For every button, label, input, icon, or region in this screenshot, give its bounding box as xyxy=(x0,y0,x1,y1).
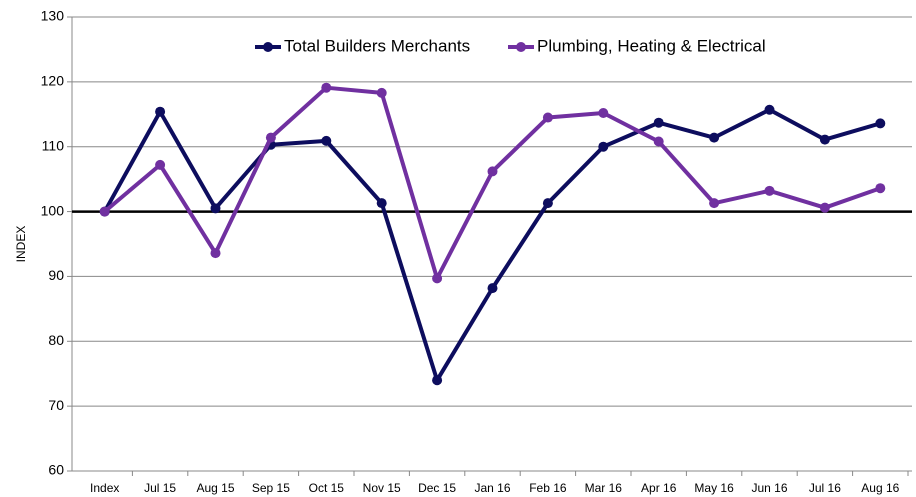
data-point xyxy=(155,106,166,117)
x-tick-label: Jun 16 xyxy=(751,481,787,495)
data-point xyxy=(542,112,553,123)
data-point xyxy=(155,159,166,170)
data-point xyxy=(598,107,609,118)
y-tick-label: 110 xyxy=(42,137,65,153)
data-point xyxy=(764,185,775,196)
data-point xyxy=(598,141,609,152)
legend-marker xyxy=(516,42,526,52)
y-tick-label: 120 xyxy=(41,73,65,89)
y-tick-label: 100 xyxy=(41,202,65,218)
x-tick-label: Mar 16 xyxy=(585,481,623,495)
data-point xyxy=(653,117,664,128)
data-point xyxy=(819,202,830,213)
data-point xyxy=(432,273,443,284)
data-point xyxy=(321,135,332,146)
data-point xyxy=(432,375,443,386)
legend-marker xyxy=(263,42,273,52)
x-tick-label: Jul 16 xyxy=(809,481,841,495)
y-tick-label: 60 xyxy=(48,462,64,478)
x-tick-label: Dec 15 xyxy=(418,481,456,495)
x-tick-label: Index xyxy=(90,481,119,495)
data-point xyxy=(376,198,387,209)
y-tick-label: 80 xyxy=(48,332,64,348)
data-point xyxy=(542,198,553,209)
data-point xyxy=(321,82,332,93)
legend-label: Total Builders Merchants xyxy=(284,36,470,55)
data-point xyxy=(99,206,110,217)
data-point xyxy=(764,104,775,115)
data-point xyxy=(709,198,720,209)
x-tick-label: Aug 15 xyxy=(196,481,234,495)
legend-label: Plumbing, Heating & Electrical xyxy=(537,36,766,55)
data-point xyxy=(819,134,830,145)
x-tick-label: Jul 15 xyxy=(144,481,176,495)
data-point xyxy=(709,132,720,143)
x-tick-label: Feb 16 xyxy=(529,481,567,495)
x-tick-label: Aug 16 xyxy=(861,481,899,495)
x-tick-label: Oct 15 xyxy=(309,481,345,495)
y-tick-label: 90 xyxy=(48,267,64,283)
x-tick-label: May 16 xyxy=(694,481,734,495)
data-point xyxy=(875,118,886,129)
y-tick-label: 70 xyxy=(48,397,64,413)
data-point xyxy=(265,132,276,143)
y-axis-label: INDEX xyxy=(14,226,28,263)
x-tick-label: Nov 15 xyxy=(363,481,401,495)
y-tick-label: 130 xyxy=(41,8,65,24)
data-point xyxy=(487,283,498,294)
series-line xyxy=(103,85,881,281)
x-tick-label: Apr 16 xyxy=(641,481,677,495)
x-tick-label: Jan 16 xyxy=(474,481,510,495)
data-point xyxy=(210,248,221,259)
data-point xyxy=(210,203,221,214)
x-tick-label: Sep 15 xyxy=(252,481,290,495)
data-point xyxy=(875,183,886,194)
data-point xyxy=(487,166,498,177)
data-point xyxy=(653,136,664,147)
data-point xyxy=(376,87,387,98)
